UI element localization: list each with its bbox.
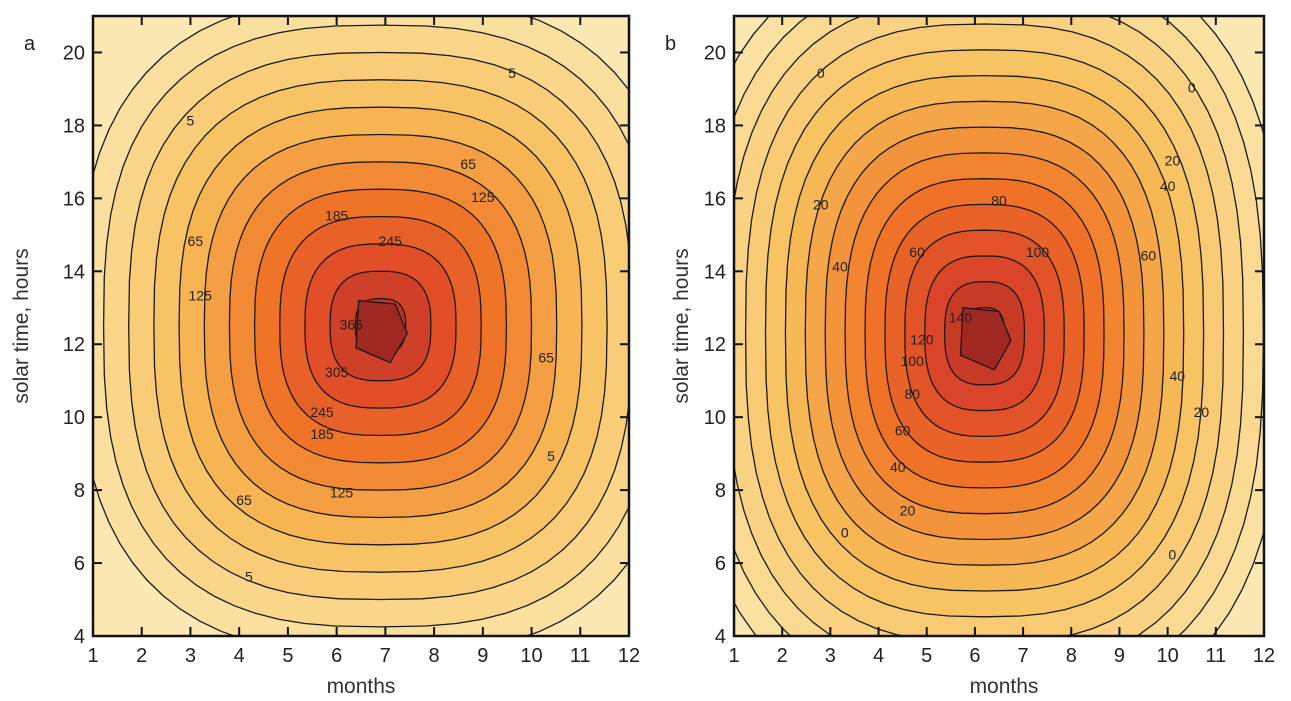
contour-label-a-10: 125 bbox=[330, 484, 354, 500]
y-tick-label-b: 6 bbox=[715, 553, 726, 575]
y-tick-label-a: 4 bbox=[74, 626, 85, 648]
x-tick-label-a: 1 bbox=[87, 645, 98, 667]
contour-label-b-1: 0 bbox=[1188, 80, 1196, 96]
contour-label-b-14: 60 bbox=[895, 422, 911, 438]
contour-peak-a bbox=[355, 299, 409, 364]
contour-label-a-14: 245 bbox=[310, 404, 334, 420]
contour-label-b-18: 100 bbox=[901, 353, 925, 369]
contour-label-a-2: 5 bbox=[245, 568, 253, 584]
x-tick-label-a: 11 bbox=[570, 645, 591, 667]
y-tick-label-b: 4 bbox=[715, 626, 726, 648]
contour-label-b-17: 100 bbox=[1026, 244, 1050, 260]
contour-label-a-15: 305 bbox=[325, 364, 349, 380]
contour-label-a-5: 65 bbox=[460, 156, 476, 172]
contour-label-a-13: 245 bbox=[379, 233, 403, 249]
x-tick-label-b: 10 bbox=[1157, 645, 1179, 667]
x-tick-label-b: 5 bbox=[921, 645, 932, 667]
y-tick-label-a: 8 bbox=[74, 480, 85, 502]
contour-label-b-19: 120 bbox=[910, 331, 934, 347]
x-tick-label-b: 9 bbox=[1114, 645, 1125, 667]
x-tick-label-b: 3 bbox=[825, 645, 836, 667]
x-tick-label-a: 3 bbox=[185, 645, 196, 667]
contour-label-a-9: 125 bbox=[471, 189, 495, 205]
x-tick-label-a: 4 bbox=[234, 645, 245, 667]
contour-label-a-12: 185 bbox=[310, 426, 334, 442]
x-tick-label-b: 4 bbox=[873, 645, 884, 667]
contour-label-a-7: 65 bbox=[538, 350, 554, 366]
panel-tag-b: b bbox=[665, 33, 676, 55]
contour-labels-a: 5 5 5 5 65 65 65 65 125 125 125 185 185 245 245 305 365 bbox=[187, 65, 556, 584]
contour-label-b-7: 20 bbox=[1194, 404, 1210, 420]
contour-labels-b: 0 0 0 0 20 20 20 20 40 40 40 40 60 60 60 80 80 100 100 120 1… bbox=[813, 65, 1209, 562]
contour-field-b bbox=[734, 16, 1264, 636]
contour-label-b-20: 140 bbox=[949, 309, 973, 325]
panel-tag-a: a bbox=[24, 33, 36, 55]
x-tick-label-b: 12 bbox=[1253, 645, 1275, 667]
x-tick-label-b: 8 bbox=[1066, 645, 1077, 667]
x-tick-label-b: 6 bbox=[969, 645, 980, 667]
contour-label-b-5: 20 bbox=[813, 196, 829, 212]
x-tick-label-b: 11 bbox=[1205, 645, 1226, 667]
contour-label-b-15: 80 bbox=[991, 193, 1007, 209]
contour-label-b-16: 80 bbox=[904, 386, 920, 402]
contour-label-a-11: 185 bbox=[325, 207, 349, 223]
y-tick-label-a: 14 bbox=[63, 261, 85, 283]
plot-frame-b bbox=[732, 14, 1266, 638]
y-tick-label-b: 20 bbox=[704, 42, 726, 64]
contour-label-b-8: 40 bbox=[1160, 178, 1176, 194]
contour-label-a-1: 5 bbox=[508, 65, 516, 81]
y-tick-label-b: 12 bbox=[704, 334, 726, 356]
x-tick-label-a: 12 bbox=[618, 645, 640, 667]
x-axis-label-b: months bbox=[970, 675, 1039, 698]
x-tick-label-a: 2 bbox=[136, 645, 147, 667]
contour-label-a-6: 65 bbox=[236, 492, 252, 508]
contour-label-b-2: 0 bbox=[841, 525, 849, 541]
contour-label-b-3: 0 bbox=[1169, 546, 1177, 562]
contour-label-b-4: 20 bbox=[1165, 153, 1181, 169]
y-tick-label-b: 14 bbox=[704, 261, 726, 283]
y-tick-label-b: 8 bbox=[715, 480, 726, 502]
y-tick-label-b: 18 bbox=[704, 115, 726, 137]
y-tick-label-b: 10 bbox=[704, 407, 726, 429]
x-tick-label-a: 7 bbox=[380, 645, 391, 667]
y-tick-label-a: 16 bbox=[63, 188, 85, 210]
contour-label-a-0: 5 bbox=[187, 112, 195, 128]
y-tick-label-b: 16 bbox=[704, 188, 726, 210]
y-tick-label-a: 10 bbox=[63, 407, 85, 429]
x-tick-label-a: 10 bbox=[520, 645, 542, 667]
y-tick-label-a: 6 bbox=[74, 553, 85, 575]
y-tick-label-a: 18 bbox=[63, 115, 85, 137]
x-tick-label-a: 9 bbox=[477, 645, 488, 667]
contour-label-b-6: 20 bbox=[900, 503, 916, 519]
x-axis-label-a: months bbox=[327, 675, 396, 698]
contour-label-b-13: 60 bbox=[1141, 247, 1157, 263]
y-axis-label-b: solar time, hours bbox=[670, 248, 693, 403]
contour-label-b-9: 40 bbox=[832, 258, 848, 274]
x-tick-label-b: 7 bbox=[1018, 645, 1029, 667]
contour-label-a-4: 65 bbox=[188, 233, 204, 249]
y-tick-label-a: 20 bbox=[63, 42, 85, 64]
x-tick-label-a: 5 bbox=[282, 645, 293, 667]
panel-a: 555565656565125125125185185245245305365 … bbox=[10, 14, 640, 698]
x-tick-label-b: 2 bbox=[777, 645, 788, 667]
x-tick-label-a: 6 bbox=[331, 645, 342, 667]
y-axis-label-a: solar time, hours bbox=[10, 248, 33, 403]
plot-frame-a bbox=[91, 14, 631, 638]
y-tick-label-a: 12 bbox=[63, 334, 85, 356]
contour-label-b-11: 40 bbox=[1169, 368, 1185, 384]
contour-label-b-10: 40 bbox=[890, 459, 906, 475]
contour-label-a-8: 125 bbox=[189, 288, 213, 304]
contour-label-b-12: 60 bbox=[909, 244, 925, 260]
contour-label-b-0: 0 bbox=[817, 65, 825, 81]
contour-peak-b bbox=[959, 307, 1012, 371]
contour-label-a-16: 365 bbox=[340, 317, 364, 333]
contour-field-a bbox=[93, 16, 629, 636]
x-tick-label-b: 1 bbox=[728, 645, 739, 667]
x-tick-label-a: 8 bbox=[429, 645, 440, 667]
contour-label-a-3: 5 bbox=[547, 448, 555, 464]
